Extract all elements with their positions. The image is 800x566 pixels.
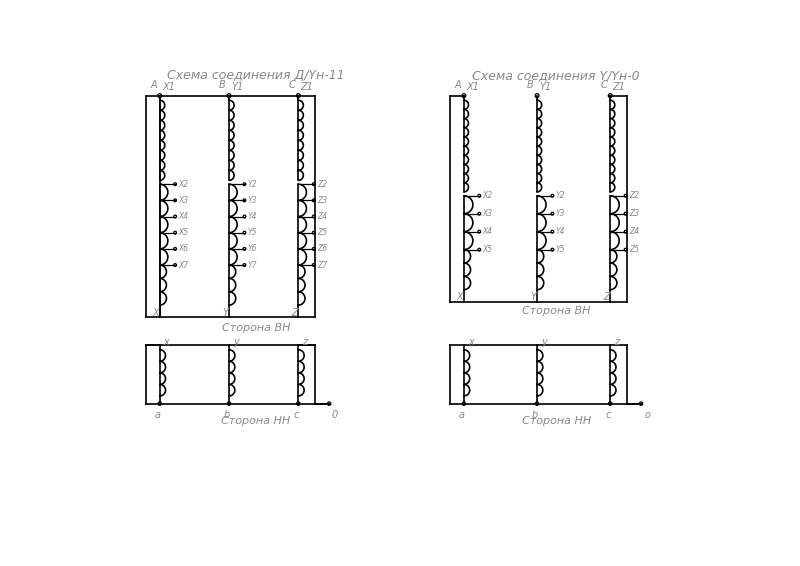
Text: Схема соединения Y/Yн-0: Схема соединения Y/Yн-0 xyxy=(473,69,640,82)
Text: Z2: Z2 xyxy=(317,179,327,188)
Text: X3: X3 xyxy=(178,196,188,205)
Text: a: a xyxy=(458,410,465,420)
Text: Z3: Z3 xyxy=(317,196,327,205)
Text: Z1: Z1 xyxy=(301,82,314,92)
Text: Z5: Z5 xyxy=(317,228,327,237)
Text: y: y xyxy=(541,337,546,346)
Text: X3: X3 xyxy=(482,209,493,218)
Text: A: A xyxy=(150,80,157,90)
Text: a: a xyxy=(154,410,161,420)
Text: o: o xyxy=(644,410,650,420)
Text: X: X xyxy=(153,308,159,318)
Text: 0: 0 xyxy=(331,410,338,420)
Text: c: c xyxy=(606,410,610,420)
Text: Z: Z xyxy=(603,293,610,302)
Text: B: B xyxy=(527,80,534,90)
Text: x: x xyxy=(468,337,474,346)
Text: Z: Z xyxy=(291,308,298,318)
Text: Сторона НН: Сторона НН xyxy=(522,417,591,426)
Text: Схема соединения Д/Yн-11: Схема соединения Д/Yн-11 xyxy=(167,69,345,82)
Text: Y2: Y2 xyxy=(555,191,565,200)
Text: X1: X1 xyxy=(466,82,479,92)
Text: Y1: Y1 xyxy=(539,82,552,92)
Text: C: C xyxy=(289,80,295,90)
Text: Y7: Y7 xyxy=(247,260,257,269)
Text: Сторона ВН: Сторона ВН xyxy=(222,323,290,333)
Text: X5: X5 xyxy=(178,228,188,237)
Text: A: A xyxy=(454,80,461,90)
Text: Y3: Y3 xyxy=(555,209,565,218)
Text: Z7: Z7 xyxy=(317,260,327,269)
Text: Y5: Y5 xyxy=(555,245,565,254)
Text: Y4: Y4 xyxy=(247,212,257,221)
Text: Y4: Y4 xyxy=(555,227,565,236)
Text: Z3: Z3 xyxy=(629,209,639,218)
Text: Z6: Z6 xyxy=(317,245,327,254)
Text: Z5: Z5 xyxy=(629,245,639,254)
Text: Сторона ВН: Сторона ВН xyxy=(522,306,590,316)
Text: Y: Y xyxy=(222,308,228,318)
Text: y: y xyxy=(233,337,238,346)
Text: x: x xyxy=(163,337,170,346)
Text: X5: X5 xyxy=(482,245,493,254)
Text: b: b xyxy=(224,410,230,420)
Text: z: z xyxy=(302,337,307,346)
Text: Z1: Z1 xyxy=(613,82,626,92)
Text: Z4: Z4 xyxy=(629,227,639,236)
Text: X7: X7 xyxy=(178,260,188,269)
Text: X2: X2 xyxy=(482,191,493,200)
Text: c: c xyxy=(294,410,298,420)
Text: Y1: Y1 xyxy=(231,82,244,92)
Text: X4: X4 xyxy=(482,227,493,236)
Text: X4: X4 xyxy=(178,212,188,221)
Text: Сторона НН: Сторона НН xyxy=(222,417,290,426)
Text: X1: X1 xyxy=(162,82,175,92)
Text: X: X xyxy=(457,293,463,302)
Text: C: C xyxy=(600,80,607,90)
Text: Y6: Y6 xyxy=(247,245,257,254)
Text: Y3: Y3 xyxy=(247,196,257,205)
Text: X6: X6 xyxy=(178,245,188,254)
Text: Z2: Z2 xyxy=(629,191,639,200)
Text: X2: X2 xyxy=(178,179,188,188)
Text: z: z xyxy=(614,337,619,346)
Text: Y5: Y5 xyxy=(247,228,257,237)
Text: b: b xyxy=(532,410,538,420)
Text: Y: Y xyxy=(530,293,536,302)
Text: Z4: Z4 xyxy=(317,212,327,221)
Text: Y2: Y2 xyxy=(247,179,257,188)
Text: B: B xyxy=(219,80,226,90)
